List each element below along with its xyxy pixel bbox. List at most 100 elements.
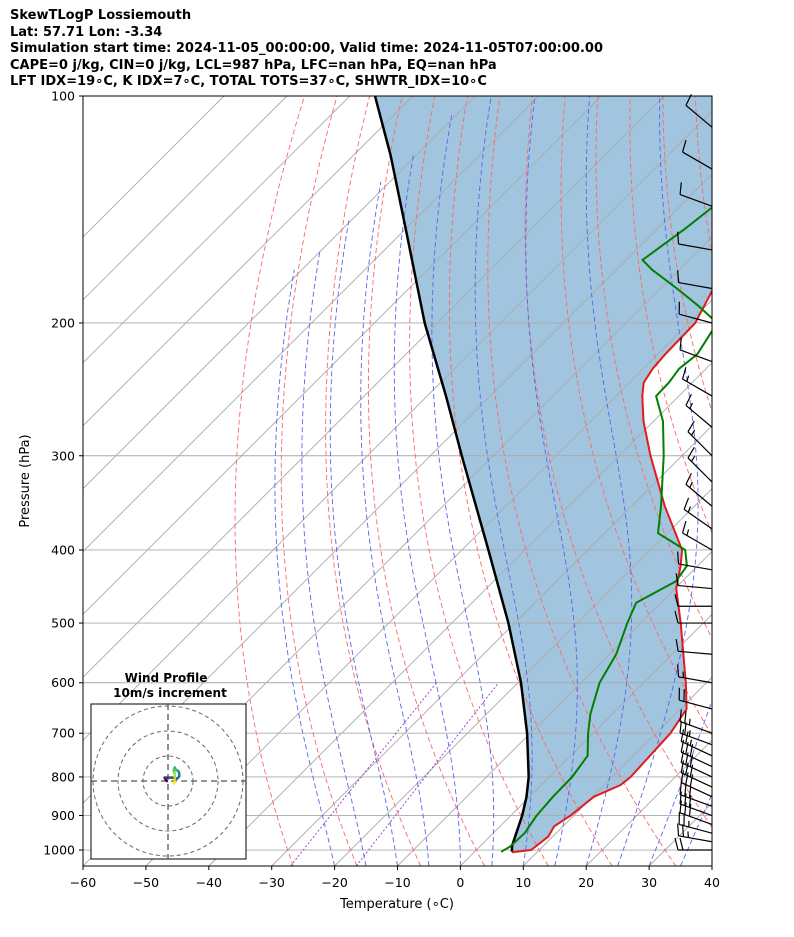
- wind-barb: [677, 231, 713, 251]
- parcel-profile-line: [373, 96, 530, 852]
- moist-adiabat: [329, 217, 398, 866]
- isotherm--140: [83, 96, 351, 364]
- hodo-ring: [142, 755, 194, 807]
- wind-barb: [680, 729, 713, 757]
- x-tick-label: −40: [196, 875, 222, 890]
- y-tick-label: 800: [51, 769, 75, 784]
- hodograph-plot: [91, 704, 246, 859]
- hodograph-subtitle: 10m/s increment: [113, 686, 227, 700]
- cape-fill-layer: [375, 96, 712, 852]
- y-tick-label: 900: [51, 808, 75, 823]
- wind-barb: [678, 301, 713, 324]
- y-tick-label: 600: [51, 675, 75, 690]
- y-tick-label: 400: [51, 542, 75, 557]
- moist-adiabat: [393, 155, 461, 866]
- wind-barb: [678, 687, 713, 710]
- x-tick-label: −60: [70, 875, 96, 890]
- dry-adiabat: [325, 96, 422, 866]
- dry-adiabat: [629, 96, 712, 534]
- x-tick-label: 20: [578, 875, 594, 890]
- location-line: Lat: 57.71 Lon: -3.34: [10, 24, 163, 40]
- isotherm--50: [145, 299, 712, 866]
- temperature-line: [511, 289, 712, 854]
- dewpoint-line: [500, 206, 712, 853]
- wind-barb: [685, 473, 713, 507]
- dry-adiabat: [448, 96, 613, 866]
- moist-adiabat: [360, 181, 430, 866]
- isotherm--110: [83, 96, 539, 553]
- isotherm--150: [83, 96, 288, 301]
- dry-adiabat: [280, 96, 358, 866]
- wind-barb: [674, 837, 712, 851]
- isotherm-40: [711, 865, 712, 866]
- hodo-segment: [172, 780, 176, 785]
- isotherm--20: [334, 487, 712, 866]
- x-tick-label: −10: [384, 875, 410, 890]
- dry-adiabat: [234, 96, 305, 866]
- y-tick-label: 1000: [43, 843, 75, 858]
- isotherm--10: [397, 550, 712, 866]
- x-tick-label: −30: [259, 875, 285, 890]
- wind-barb: [674, 610, 712, 624]
- wind-barb: [680, 760, 713, 788]
- wind-barb: [681, 520, 713, 551]
- moist-adiabat: [648, 699, 712, 866]
- mixing-ratio-line: [290, 682, 437, 866]
- moist-adiabat: [525, 96, 578, 866]
- y-tick-label: 300: [51, 448, 75, 463]
- isotherm--90: [83, 96, 665, 678]
- y-tick-label: 200: [51, 315, 75, 330]
- y-tick-label: 500: [51, 616, 75, 631]
- dry-adiabat: [367, 96, 485, 866]
- wind-barb: [675, 638, 713, 655]
- isotherm--40: [208, 362, 712, 866]
- x-axis-label: Temperature (∘C): [339, 897, 454, 912]
- hodograph-inset: Wind Profile 10m/s increment: [90, 671, 247, 860]
- isotherm--120: [83, 96, 476, 490]
- params-line-1: CAPE=0 j/kg, CIN=0 j/kg, LCL=987 hPa, LF…: [10, 57, 497, 73]
- y-axis-label: Pressure (hPa): [18, 434, 33, 527]
- moist-adiabat: [711, 864, 712, 866]
- wind-barb: [679, 782, 713, 807]
- wind-barb: [679, 337, 713, 363]
- moist-adiabat: [585, 96, 633, 866]
- dry-adiabat: [595, 96, 712, 640]
- moist-adiabat: [431, 111, 495, 866]
- wind-barb: [683, 497, 713, 530]
- wind-barb: [679, 182, 713, 207]
- isotherm--130: [83, 96, 414, 427]
- cin-area: [375, 96, 712, 852]
- wind-barb: [678, 812, 713, 834]
- wind-barb: [681, 140, 713, 170]
- hodograph-title: Wind Profile: [125, 671, 208, 685]
- wind-barb: [679, 800, 713, 826]
- wind-barb: [675, 573, 713, 590]
- wind-barb: [685, 394, 713, 428]
- wind-barb: [680, 770, 713, 798]
- isotherm--100: [83, 96, 602, 616]
- series-layer: [373, 96, 712, 854]
- time-line: Simulation start time: 2024-11-05_00:00:…: [10, 41, 603, 56]
- grid-layer: [83, 96, 712, 866]
- x-tick-label: 30: [641, 875, 657, 890]
- x-tick-label: −20: [321, 875, 347, 890]
- reference-lines-layer: [234, 96, 794, 866]
- moist-adiabat: [617, 96, 699, 866]
- wind-barb: [679, 720, 713, 746]
- wind-barb: [679, 791, 713, 817]
- y-tick-label: 100: [51, 89, 75, 104]
- dry-adiabat: [487, 96, 677, 866]
- chart-header: SkewTLogP Lossiemouth Lat: 57.71 Lon: -3…: [10, 8, 790, 91]
- wind-barbs-layer: [674, 93, 713, 851]
- x-tick-label: −50: [133, 875, 159, 890]
- isotherm-10: [522, 676, 712, 866]
- y-tick-label: 700: [51, 726, 75, 741]
- params-line-2: LFT IDX=19∘C, K IDX=7∘C, TOTAL TOTS=37∘C…: [10, 74, 487, 89]
- wind-barb: [679, 709, 713, 734]
- chart-title: SkewTLogP Lossiemouth: [10, 8, 192, 23]
- dry-adiabat: [728, 96, 794, 866]
- moist-adiabat: [301, 249, 367, 866]
- wind-barb: [677, 551, 713, 571]
- x-tick-label: 10: [515, 875, 531, 890]
- hodo-ring: [117, 730, 219, 832]
